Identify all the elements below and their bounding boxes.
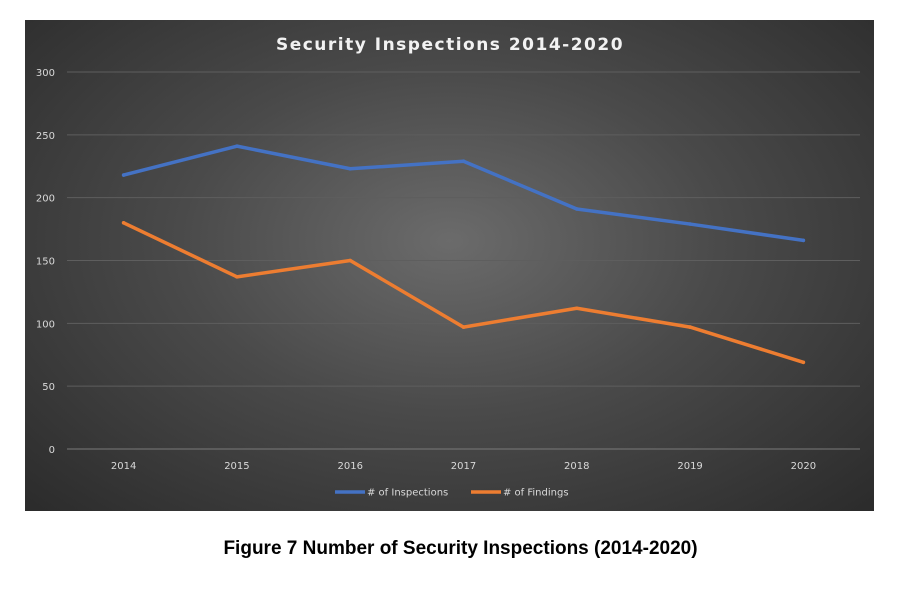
data-point: [235, 144, 239, 148]
data-point: [461, 159, 466, 164]
legend: # of Inspections # of Findings: [335, 488, 569, 499]
y-tick-label: 50: [42, 382, 55, 393]
data-point: [121, 173, 126, 177]
data-point: [574, 207, 579, 211]
series-lines: [121, 144, 806, 365]
data-point: [121, 221, 126, 225]
data-point: [461, 325, 466, 329]
y-tick-label: 150: [36, 257, 55, 268]
data-point: [235, 275, 239, 279]
y-tick-label: 200: [36, 194, 55, 205]
y-tick-label: 250: [36, 131, 55, 142]
data-point: [574, 306, 579, 311]
x-tick-label: 2019: [677, 461, 702, 472]
y-tick-label: 100: [36, 319, 55, 330]
y-axis-tick-labels: 0 50 100 150 200 250 300: [36, 68, 55, 456]
data-point: [348, 258, 353, 263]
x-tick-label: 2015: [224, 461, 249, 472]
legend-label: # of Findings: [503, 488, 569, 499]
y-tick-label: 300: [36, 68, 55, 79]
chart-title: Security Inspections 2014-2020: [276, 35, 624, 55]
x-tick-label: 2020: [791, 461, 816, 472]
data-point: [688, 325, 692, 329]
x-tick-label: 2014: [111, 461, 136, 472]
data-point: [348, 166, 353, 171]
x-tick-label: 2017: [451, 461, 476, 472]
figure-caption: Figure 7 Number of Security Inspections …: [223, 538, 698, 559]
legend-label: # of Inspections: [367, 488, 448, 499]
data-point: [801, 360, 806, 365]
y-tick-label: 0: [49, 445, 55, 456]
x-tick-label: 2018: [564, 461, 589, 472]
line-chart: Security Inspections 2014-2020 0 50 100 150…: [36, 35, 860, 499]
x-axis-tick-labels: 2014 2015 2016 2017 2018 2019 2020: [111, 461, 816, 472]
data-point: [688, 222, 692, 226]
series-line-findings: [121, 221, 806, 365]
x-tick-label: 2016: [337, 461, 362, 472]
gridlines: [67, 71, 860, 450]
chart-panel: Security Inspections 2014-2020 0 50 100 150…: [25, 20, 874, 511]
data-point: [801, 238, 806, 243]
